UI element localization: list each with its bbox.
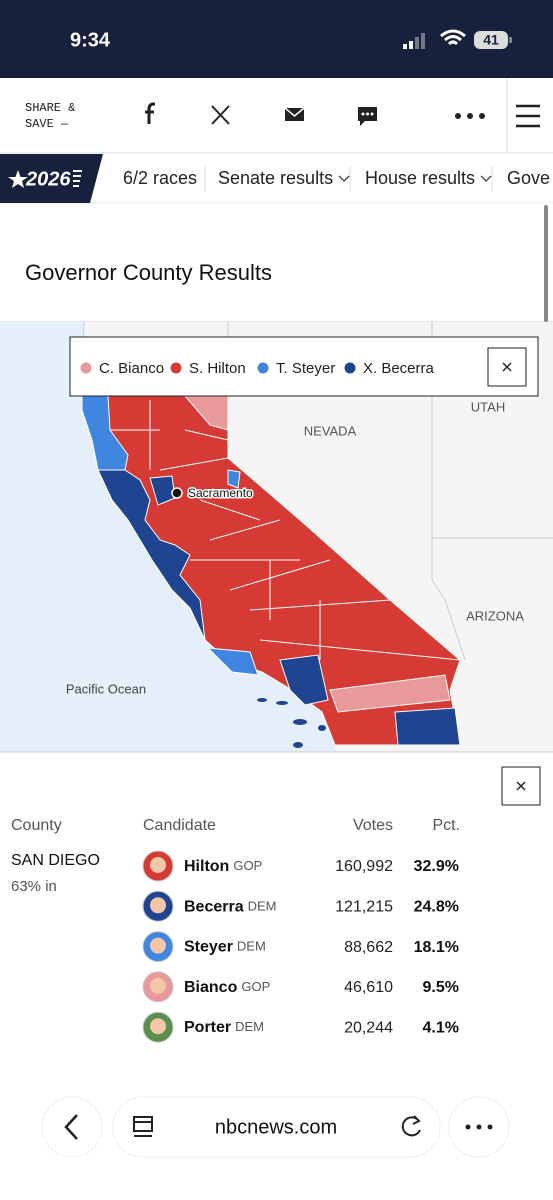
chevron [338, 175, 350, 182]
battery-icon [474, 31, 508, 49]
city-marker [171, 487, 183, 499]
time: 9:34 [70, 29, 111, 51]
address-bar[interactable] [112, 1096, 441, 1158]
party: GOP [241, 979, 270, 994]
section-title: Governor County Results [25, 260, 272, 285]
party: GOP [233, 858, 262, 873]
reload-icon[interactable] [401, 1115, 421, 1137]
legend-label: X. Becerra [363, 360, 435, 377]
legend: C. Bianco S. Hilton T. Steyer X. Becerra [80, 360, 435, 377]
legend-label: S. Hilton [189, 360, 246, 377]
county-borders [110, 400, 461, 661]
legend-swatch [170, 362, 182, 374]
close-button[interactable] [501, 766, 541, 806]
candidate-name: Hilton [184, 858, 229, 875]
legend-label: T. Steyer [276, 360, 335, 377]
nav-item[interactable]: 6/2 races [123, 168, 197, 188]
tabs-icon[interactable] [133, 1116, 153, 1137]
county [227, 469, 241, 489]
avatar-face [150, 897, 166, 914]
nav-items: 6/2 races Senate results House results Gove [123, 166, 550, 192]
legend-label: C. Bianco [99, 360, 164, 377]
party: DEM [237, 939, 266, 954]
x-icon[interactable] [211, 105, 230, 125]
candidate: Steyer DEM [184, 939, 266, 956]
battery-tip [509, 37, 512, 43]
ocean [0, 322, 335, 752]
legend-swatch [80, 362, 92, 374]
candidate-name: Becerra [184, 899, 244, 916]
candidate: Hilton GOP [184, 858, 262, 875]
battery-level: 41 [483, 32, 499, 48]
signal-icon [403, 33, 425, 49]
percent: 4.1% [423, 1019, 459, 1036]
islands [257, 698, 326, 748]
nav-item[interactable]: House results [365, 168, 475, 188]
column-header: County [11, 817, 62, 834]
votes: 160,992 [335, 858, 393, 875]
legend-swatch [257, 362, 269, 374]
county [329, 674, 451, 713]
percent: 32.9% [414, 858, 459, 875]
column-header: Votes [353, 817, 393, 834]
candidate-name: Porter [184, 1019, 231, 1036]
share-label: SHARE & [25, 101, 75, 115]
logo-star [8, 170, 28, 188]
more-icon[interactable] [455, 113, 485, 119]
county [206, 647, 259, 676]
candidate: Becerra DEM [184, 899, 277, 916]
more-button[interactable] [448, 1096, 510, 1158]
city-label: Sacramento [188, 486, 253, 500]
column-header: Candidate [143, 817, 216, 834]
percent: 18.1% [414, 939, 459, 956]
url[interactable]: nbcnews.com [215, 1116, 337, 1138]
nav-item[interactable]: Gove [507, 168, 550, 188]
candidate: Porter DEM [184, 1019, 264, 1036]
results-table: County Candidate Votes Pct. SAN DIEGO 63% in H… [11, 817, 460, 1043]
votes: 88,662 [344, 939, 393, 956]
avatar-face [150, 857, 166, 873]
chevron [480, 175, 492, 182]
candidate: Bianco GOP [184, 979, 270, 996]
state-label: NEVADA [304, 423, 357, 438]
reporting: 63% in [11, 878, 57, 895]
wifi-icon [440, 29, 466, 46]
state-label: UTAH [471, 399, 505, 414]
menu-icon[interactable] [516, 104, 540, 128]
logo: 2026 [25, 168, 71, 190]
logo-badge[interactable] [0, 154, 103, 203]
avatar-face [150, 937, 166, 954]
county [279, 654, 329, 706]
ocean-label: Pacific Ocean [66, 681, 146, 696]
close-button[interactable] [487, 347, 527, 387]
percent: 9.5% [423, 979, 459, 996]
facebook-icon[interactable] [145, 102, 155, 124]
legend-box [69, 336, 539, 397]
state-label: ARIZONA [466, 608, 524, 623]
votes: 121,215 [335, 899, 393, 916]
county [97, 469, 206, 641]
column-header: Pct. [432, 817, 460, 834]
percent: 24.8% [414, 899, 459, 916]
back-button[interactable] [41, 1096, 103, 1158]
logo-stripes [73, 170, 82, 187]
legend-swatch [344, 362, 356, 374]
message-icon[interactable] [358, 107, 377, 126]
county-name: SAN DIEGO [11, 852, 100, 869]
party: DEM [235, 1020, 264, 1035]
county [394, 707, 461, 746]
share-label: SAVE — [25, 117, 69, 131]
avatar-face [150, 1018, 166, 1035]
mail-icon[interactable] [284, 107, 305, 121]
votes: 20,244 [344, 1019, 393, 1036]
nav-item[interactable]: Senate results [218, 168, 333, 188]
candidate-name: Bianco [184, 979, 238, 996]
party: DEM [248, 899, 277, 914]
votes: 46,610 [344, 979, 393, 996]
avatar-face [150, 977, 166, 994]
candidate-name: Steyer [184, 939, 233, 956]
